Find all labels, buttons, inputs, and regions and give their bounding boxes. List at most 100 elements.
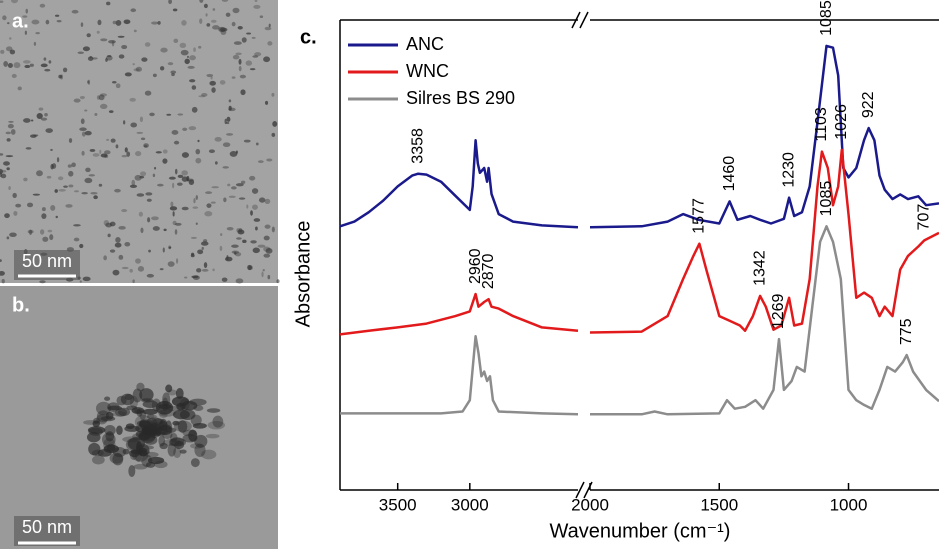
particle [208,149,215,154]
particle [88,442,101,456]
particle [56,20,62,23]
scale-bg [14,516,80,546]
particle [5,155,14,158]
particle [264,224,271,229]
particle [152,226,160,231]
particle [170,201,174,208]
particle [7,123,14,129]
particle [238,58,242,65]
particle [231,186,237,190]
particle [144,90,152,96]
particle [129,97,136,102]
particle [271,132,276,137]
axes [339,11,939,499]
particle [131,407,145,414]
particle [212,8,216,11]
particle [105,222,113,228]
particle [169,206,178,211]
particle [121,44,128,50]
x-tick-label: 1000 [830,495,868,514]
particle [152,173,156,178]
particle [73,224,81,227]
particle [190,414,202,426]
particle [6,236,10,240]
particle [236,237,242,240]
particle [187,65,195,69]
particle [249,68,256,71]
particle [191,85,197,90]
particle [207,420,226,430]
particle [243,139,251,143]
particle [159,268,164,271]
particle [223,197,227,203]
particle [242,239,247,244]
particle [251,204,258,210]
particle [172,420,180,426]
particle [194,443,206,457]
particle [167,261,175,267]
particle [99,149,102,155]
particle [159,442,168,450]
particle [85,167,91,173]
scale-bar-label: 50 nm [22,517,72,537]
particle [215,161,218,165]
particle [124,72,132,77]
particle [203,239,208,243]
particle [97,19,102,26]
particle [71,162,76,168]
x-tick-label: 1500 [700,495,738,514]
particle [41,213,47,219]
particle [29,63,34,67]
particle [92,420,100,428]
particle [31,19,40,25]
particle [51,163,57,169]
particle [106,138,109,142]
peak-label: 1342 [751,250,768,286]
particle [173,38,179,44]
particle [205,13,208,17]
particle [81,150,85,156]
particle [49,234,54,241]
particle [250,210,253,216]
peak-label: 922 [860,91,877,118]
particle [109,249,116,253]
panel-label: b. [12,294,30,316]
particle [103,444,120,454]
particle [192,422,207,429]
particle [246,32,252,35]
peak-label: 1577 [691,198,708,234]
particle [229,150,238,157]
particle [204,211,213,217]
particle [253,4,261,9]
particle [231,21,236,27]
particle [181,400,198,411]
particle [206,408,221,413]
x-axis-label: Wavenumber (cm⁻¹) [550,520,731,542]
particle [79,95,85,100]
particle [146,198,152,202]
peak-label: 3358 [409,128,426,164]
particle [262,269,265,272]
particle [194,434,208,448]
legend-label: ANC [406,34,444,54]
particle [267,274,271,280]
y-axis-label: Absorbance [292,221,314,328]
particle [33,41,37,46]
particle [226,255,229,261]
particle [88,79,91,85]
particle [201,449,217,460]
particle [172,409,190,420]
particle [74,190,79,193]
particle [118,226,126,230]
particle [13,211,18,216]
particle [245,60,253,66]
particle [13,62,21,69]
particle [54,14,60,17]
particle [175,387,184,399]
particle [130,122,138,128]
particle [100,38,108,42]
particle [6,167,10,171]
particle [1,278,5,284]
particle [57,176,64,181]
particle [233,41,242,45]
